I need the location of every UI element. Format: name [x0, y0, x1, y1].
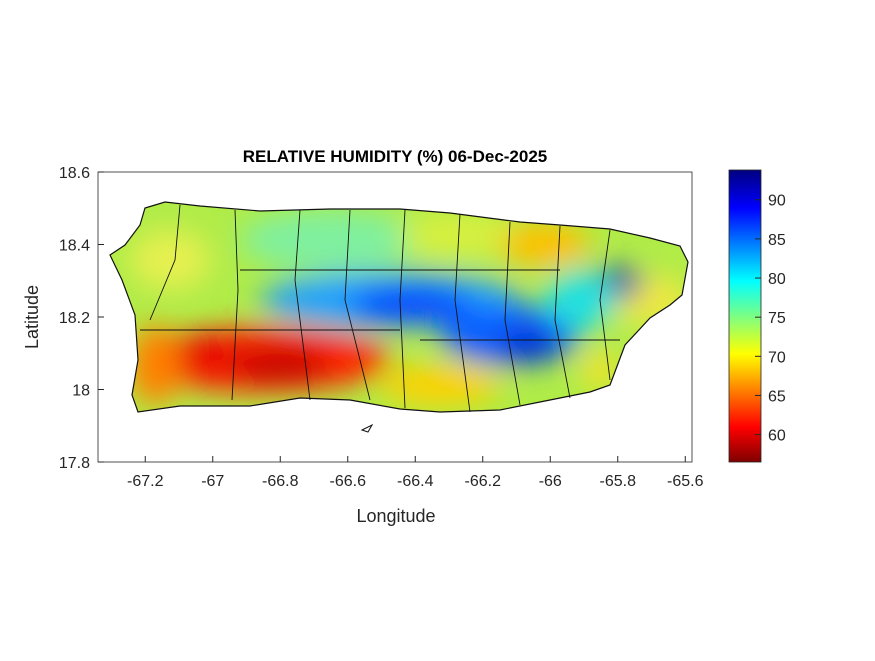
- field-region: [130, 325, 180, 405]
- field-region: [350, 287, 470, 323]
- y-tick-label: 18.6: [59, 165, 90, 182]
- x-tick-label: -65.6: [667, 473, 704, 490]
- field-region: [240, 210, 420, 270]
- coastline: [109, 201, 689, 413]
- colorbar-tick-label: 80: [768, 271, 786, 288]
- colorbar-tick-label: 85: [768, 232, 786, 249]
- field-region: [380, 365, 500, 405]
- colorbar: [728, 169, 762, 463]
- x-tick-label: -65.8: [600, 473, 637, 490]
- colorbar-tick-label: 60: [768, 428, 786, 445]
- island-caja-de-muertos: [360, 423, 374, 433]
- x-tick-label: -66.2: [465, 473, 502, 490]
- x-tick-label: -66: [539, 473, 562, 490]
- y-tick-label: 18.4: [59, 238, 90, 255]
- field-region: [160, 341, 240, 369]
- x-tick-label: -66.6: [330, 473, 367, 490]
- colorbar-tick-label: 75: [768, 310, 786, 327]
- field-region: [500, 331, 560, 359]
- x-tick-label: -66.4: [397, 473, 434, 490]
- x-tick-label: -67: [201, 473, 224, 490]
- humidity-field: [110, 202, 688, 412]
- y-tick-label: 17.8: [59, 455, 90, 472]
- field-region: [130, 230, 210, 290]
- x-tick-label: -66.8: [262, 473, 299, 490]
- y-tick-label: 18.2: [59, 310, 90, 327]
- x-tick-label: -67.2: [127, 473, 164, 490]
- x-axis-label: Longitude: [356, 506, 435, 526]
- municipal-borders: [140, 204, 620, 413]
- chart-title: RELATIVE HUMIDITY (%) 06-Dec-2025: [243, 147, 548, 166]
- field-region: [400, 213, 520, 257]
- y-axis-label: Latitude: [22, 285, 42, 349]
- colorbar-tick-label: 65: [768, 388, 786, 405]
- colorbar-tick-label: 70: [768, 349, 786, 366]
- field-region: [545, 270, 615, 330]
- field-region: [500, 223, 590, 267]
- colorbar-tick-label: 90: [768, 193, 786, 210]
- y-tick-label: 18: [72, 383, 90, 400]
- field-region: [230, 349, 330, 381]
